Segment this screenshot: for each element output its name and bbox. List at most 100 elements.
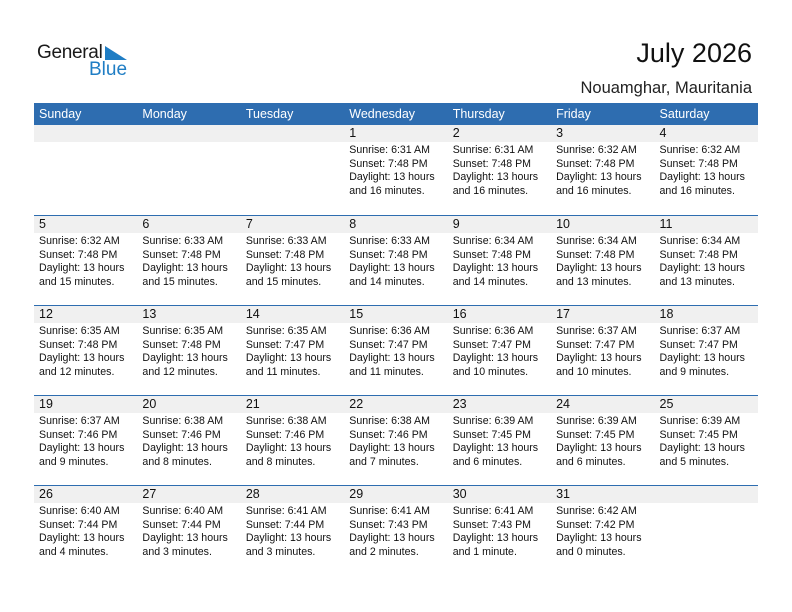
empty-cell: [241, 125, 344, 198]
minutes-text: and 9 minutes.: [39, 455, 109, 468]
daylight-text: Daylight: 13 hours: [142, 532, 228, 545]
minutes-text: and 16 minutes.: [659, 184, 735, 197]
sunrise-text: Sunrise: 6:41 AM: [349, 505, 430, 517]
minutes-text: and 8 minutes.: [142, 455, 212, 468]
sunrise-text: Sunrise: 6:34 AM: [659, 235, 741, 247]
day-number: 3: [556, 126, 564, 140]
logo-triangle-icon: [105, 46, 127, 60]
daylight-text: Daylight: 13 hours: [142, 442, 228, 455]
day-cell: 18 Sunrise: 6:37 AM Sunset: 7:47 PM Dayligh…: [655, 306, 758, 379]
daylight-text: Daylight: 13 hours: [39, 532, 125, 545]
weekday-wednesday: Wednesday: [349, 107, 416, 121]
sunrise-text: Sunrise: 6:32 AM: [556, 144, 637, 156]
minutes-text: and 13 minutes.: [556, 275, 632, 288]
logo-blue: Blue: [89, 59, 128, 80]
minutes-text: and 10 minutes.: [452, 365, 529, 378]
sunset-text: Sunset: 7:44 PM: [245, 518, 325, 531]
day-number: 15: [349, 307, 364, 321]
daylight-text: Daylight: 13 hours: [245, 262, 332, 275]
sunset-text: Sunset: 7:42 PM: [556, 518, 635, 531]
sunrise-text: Sunrise: 6:32 AM: [659, 144, 741, 156]
date-band: [34, 125, 758, 142]
sunset-text: Sunset: 7:46 PM: [142, 428, 221, 441]
sunset-text: Sunset: 7:44 PM: [39, 518, 118, 531]
day-cell: 3 Sunrise: 6:32 AM Sunset: 7:48 PM Daylight…: [551, 125, 654, 198]
day-info: Sunrise: 6:31 AM Sunset: 7:48 PM Daylight:…: [453, 144, 551, 198]
sunrise-text: Sunrise: 6:32 AM: [39, 235, 120, 247]
day-cell: 9 Sunrise: 6:34 AM Sunset: 7:48 PM Daylight…: [448, 216, 551, 289]
week-row: 26 Sunrise: 6:40 AM Sunset: 7:44 PM Dayligh…: [34, 485, 758, 575]
day-number: 21: [245, 397, 260, 411]
minutes-text: and 14 minutes.: [349, 275, 425, 288]
sunset-text: Sunset: 7:48 PM: [556, 157, 635, 170]
daylight-text: Daylight: 13 hours: [659, 171, 745, 184]
weekday-saturday: Saturday: [659, 107, 710, 121]
day-info: Sunrise: 6:32 AM Sunset: 7:48 PM Daylight:…: [39, 235, 137, 289]
minutes-text: and 16 minutes.: [349, 184, 425, 197]
day-number: 22: [349, 397, 364, 411]
sunrise-text: Sunrise: 6:34 AM: [452, 235, 534, 247]
sunset-text: Sunset: 7:46 PM: [39, 428, 118, 441]
weekday-thursday: Thursday: [452, 107, 505, 121]
daylight-text: Daylight: 13 hours: [349, 262, 435, 275]
day-info: Sunrise: 6:41 AM Sunset: 7:43 PM Daylight:…: [453, 505, 551, 559]
date-band: [34, 216, 758, 233]
sunrise-text: Sunrise: 6:40 AM: [39, 505, 120, 517]
minutes-text: and 8 minutes.: [245, 455, 316, 468]
sunset-text: Sunset: 7:48 PM: [245, 248, 325, 261]
sunrise-text: Sunrise: 6:38 AM: [142, 415, 224, 427]
daylight-text: Daylight: 13 hours: [349, 171, 435, 184]
weekday-tuesday: Tuesday: [245, 107, 294, 121]
day-number: 23: [452, 397, 467, 411]
day-info: Sunrise: 6:38 AM Sunset: 7:46 PM Daylight:…: [142, 415, 240, 469]
sunset-text: Sunset: 7:48 PM: [349, 248, 428, 261]
day-cell: 16 Sunrise: 6:36 AM Sunset: 7:47 PM Dayligh…: [448, 306, 551, 379]
sunset-text: Sunset: 7:48 PM: [39, 338, 118, 351]
minutes-text: and 15 minutes.: [245, 275, 322, 288]
day-cell: 5 Sunrise: 6:32 AM Sunset: 7:48 PM Daylight…: [34, 216, 137, 289]
sunset-text: Sunset: 7:48 PM: [659, 157, 738, 170]
daylight-text: Daylight: 13 hours: [556, 532, 642, 545]
day-cell: 20 Sunrise: 6:38 AM Sunset: 7:46 PM Dayligh…: [137, 396, 240, 469]
sunset-text: Sunset: 7:47 PM: [556, 338, 635, 351]
day-cell: 15 Sunrise: 6:36 AM Sunset: 7:47 PM Dayligh…: [344, 306, 447, 379]
weekday-header: Sunday Monday Tuesday Wednesday Thursday Frid…: [34, 103, 758, 125]
day-number: 14: [245, 307, 260, 321]
sunset-text: Sunset: 7:47 PM: [245, 338, 325, 351]
daylight-text: Daylight: 13 hours: [659, 442, 745, 455]
day-info: Sunrise: 6:33 AM Sunset: 7:48 PM Daylight:…: [349, 235, 447, 289]
empty-cell: [34, 125, 137, 198]
day-number: 28: [245, 487, 260, 501]
sunrise-text: Sunrise: 6:42 AM: [556, 505, 637, 517]
day-info: Sunrise: 6:39 AM Sunset: 7:45 PM Daylight:…: [453, 415, 551, 469]
day-info: Sunrise: 6:37 AM Sunset: 7:46 PM Daylight:…: [39, 415, 137, 469]
day-cell: 4 Sunrise: 6:32 AM Sunset: 7:48 PM Daylight…: [655, 125, 758, 198]
daylight-text: Daylight: 13 hours: [245, 442, 332, 455]
sunset-text: Sunset: 7:46 PM: [245, 428, 325, 441]
day-number: 11: [659, 217, 673, 231]
minutes-text: and 1 minute.: [452, 545, 517, 558]
daylight-text: Daylight: 13 hours: [556, 442, 642, 455]
sunrise-text: Sunrise: 6:35 AM: [245, 325, 327, 337]
date-band: [34, 486, 758, 503]
daylight-text: Daylight: 13 hours: [39, 442, 125, 455]
day-cell: 7 Sunrise: 6:33 AM Sunset: 7:48 PM Daylight…: [241, 216, 344, 289]
minutes-text: and 6 minutes.: [556, 455, 626, 468]
sunset-text: Sunset: 7:48 PM: [349, 157, 428, 170]
day-info: Sunrise: 6:39 AM Sunset: 7:45 PM Daylight:…: [556, 415, 654, 469]
sunset-text: Sunset: 7:45 PM: [452, 428, 532, 441]
day-cell: 11 Sunrise: 6:34 AM Sunset: 7:48 PM Dayligh…: [655, 216, 758, 289]
sunrise-text: Sunrise: 6:38 AM: [349, 415, 430, 427]
day-info: Sunrise: 6:36 AM Sunset: 7:47 PM Daylight:…: [349, 325, 447, 379]
daylight-text: Daylight: 13 hours: [452, 442, 539, 455]
day-number: 1: [349, 126, 357, 140]
sunrise-text: Sunrise: 6:37 AM: [39, 415, 120, 427]
day-info: Sunrise: 6:42 AM Sunset: 7:42 PM Daylight:…: [556, 505, 654, 559]
day-number: 29: [349, 487, 364, 501]
day-number: 17: [556, 307, 571, 321]
daylight-text: Daylight: 13 hours: [39, 352, 125, 365]
daylight-text: Daylight: 13 hours: [452, 262, 539, 275]
sunset-text: Sunset: 7:48 PM: [142, 338, 221, 351]
week-row: 5 Sunrise: 6:32 AM Sunset: 7:48 PM Daylight…: [34, 215, 758, 305]
day-info: Sunrise: 6:37 AM Sunset: 7:47 PM Daylight:…: [660, 325, 758, 379]
